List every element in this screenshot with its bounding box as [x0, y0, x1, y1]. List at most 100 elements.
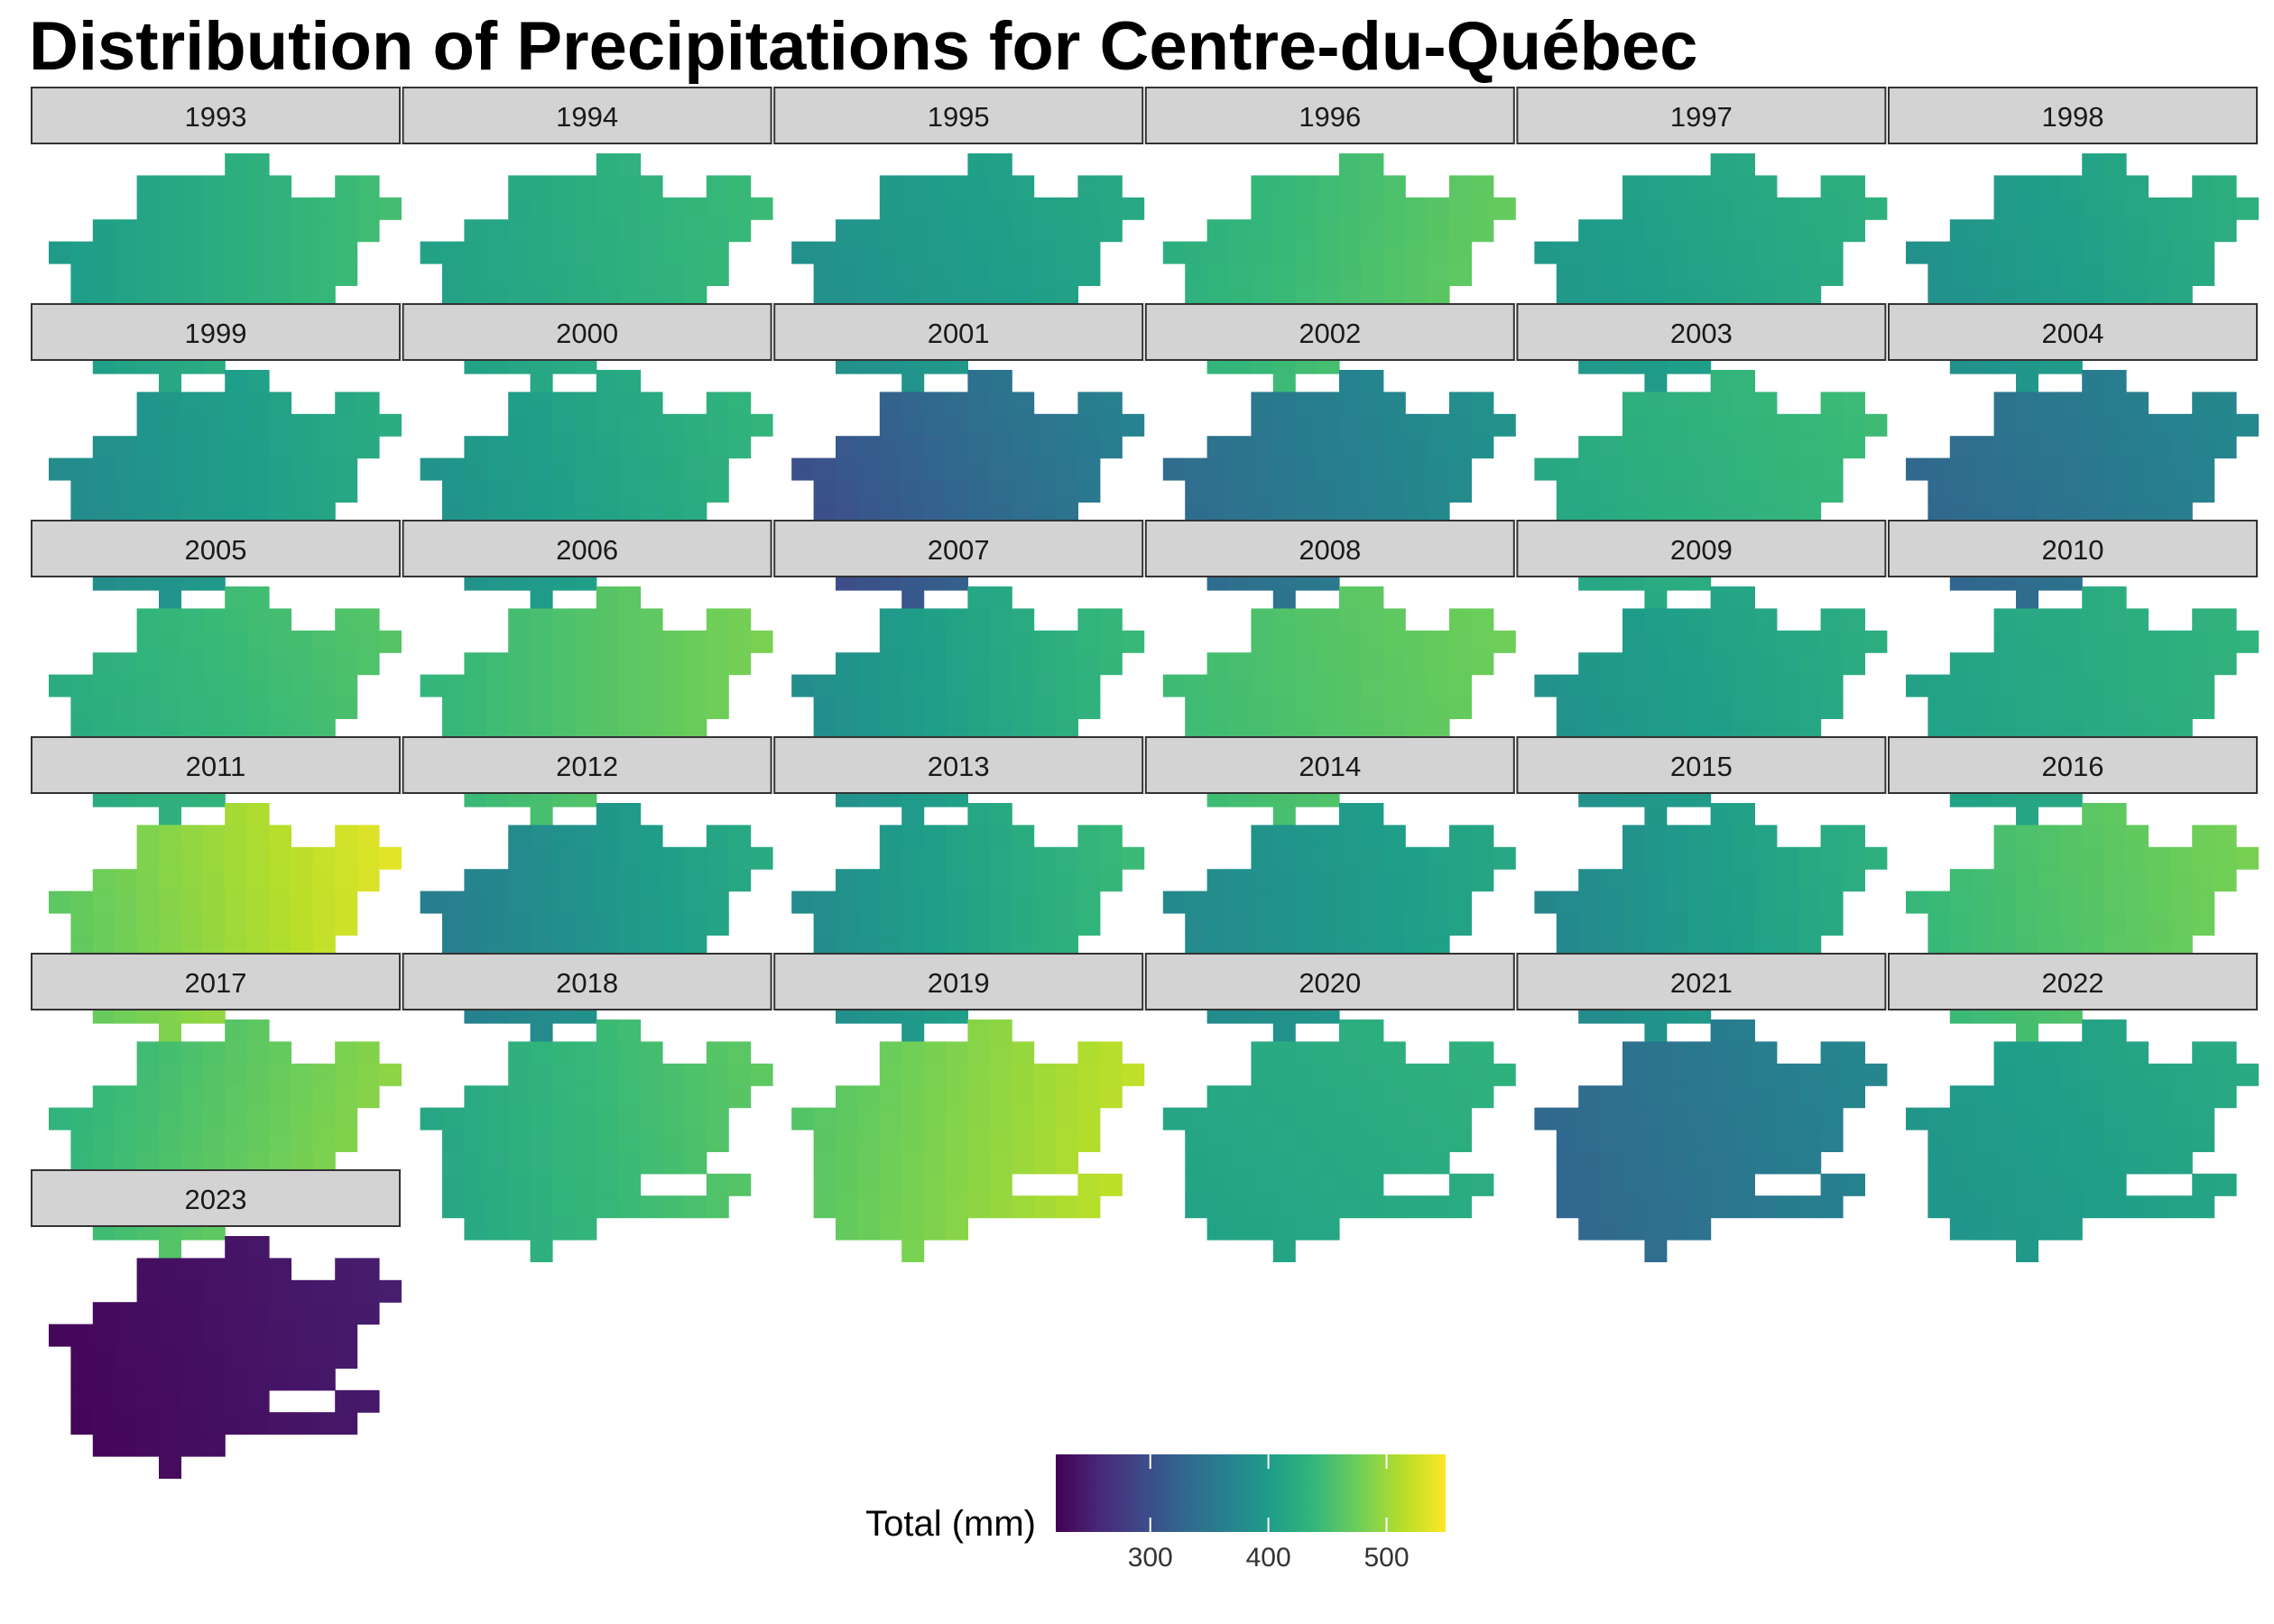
heatmap-cell [464, 652, 487, 676]
heatmap-cell [1272, 1240, 1296, 1262]
heatmap-cell [202, 1346, 226, 1369]
heatmap-cell [115, 1130, 138, 1152]
heatmap-cell [1012, 652, 1035, 676]
heatmap-cell [312, 219, 336, 243]
heatmap-cell [1295, 1195, 1318, 1219]
heatmap-cell [2148, 197, 2171, 220]
heatmap-cell [92, 1412, 116, 1435]
heatmap-cell [508, 413, 532, 437]
heatmap-cell [2126, 674, 2149, 697]
heatmap-cell [225, 1107, 248, 1130]
heatmap-cell [684, 436, 707, 459]
heatmap-cell [1405, 1107, 1428, 1130]
heatmap-cell [1056, 1151, 1078, 1175]
heatmap-cell [596, 1020, 619, 1042]
heatmap-cell [1644, 1217, 1668, 1241]
heatmap-cell [552, 1130, 575, 1152]
heatmap-cell [2126, 1063, 2149, 1086]
heatmap-cell [879, 1151, 902, 1175]
heatmap-cell [552, 1151, 575, 1175]
heatmap-cell [1622, 175, 1645, 198]
heatmap-cell [1600, 869, 1623, 892]
heatmap-cell [202, 630, 226, 653]
heatmap-cell [574, 1085, 597, 1109]
heatmap-cell [269, 846, 291, 870]
colorbar-ticks: 300 400 500 [1128, 1454, 1410, 1573]
heatmap-cell [1622, 219, 1645, 243]
heatmap-cell [1339, 197, 1362, 220]
heatmap-cell [1864, 413, 1888, 437]
heatmap-cell [180, 480, 204, 503]
heatmap-cell [1600, 1151, 1623, 1175]
heatmap-cell [2059, 825, 2083, 848]
heatmap-cell [1776, 1130, 1799, 1152]
heatmap-cell [967, 825, 991, 848]
heatmap-cell [2016, 436, 2038, 459]
heatmap-cell [857, 241, 881, 264]
heatmap-cell [356, 197, 380, 220]
heatmap-cell [202, 1258, 226, 1281]
heatmap-cell [1033, 413, 1057, 437]
heatmap-cell [136, 890, 160, 914]
heatmap-cell [728, 869, 752, 892]
facet-panel-2023: 2023 [31, 1169, 402, 1479]
heatmap-cell [202, 1107, 226, 1130]
heatmap-cell [2126, 480, 2149, 503]
heatmap-cell [1949, 457, 1973, 481]
heatmap-cell [618, 1130, 642, 1152]
heatmap-cell [92, 869, 116, 892]
heatmap-cell [1251, 241, 1274, 264]
heatmap-cell [246, 370, 270, 392]
facet-panel-1995: 1995 [773, 87, 1145, 396]
heatmap-cell [508, 869, 532, 892]
heatmap-cell [420, 890, 443, 914]
heatmap-cell [1361, 370, 1384, 392]
facet-strip [402, 520, 772, 577]
heatmap-cell [1077, 846, 1101, 870]
heatmap-cell [1272, 825, 1296, 848]
heatmap-cell [1666, 457, 1689, 481]
heatmap-cell [2038, 480, 2061, 503]
heatmap-cell [1229, 1195, 1252, 1219]
heatmap-cell [1033, 890, 1057, 914]
heatmap-cell [2126, 1195, 2149, 1219]
heatmap-cell [967, 1020, 991, 1042]
heatmap-cell [2016, 1217, 2038, 1241]
heatmap-cell [1644, 1107, 1668, 1130]
heatmap-cell [246, 197, 270, 220]
heatmap-cell [291, 890, 314, 914]
heatmap-cell [202, 697, 226, 719]
heatmap-cell [2236, 1063, 2259, 1086]
facet-strip [402, 303, 772, 361]
heatmap-cell [1927, 457, 1951, 481]
heatmap-cell [1471, 846, 1494, 870]
heatmap-cell [1056, 630, 1078, 653]
heatmap-cell [1033, 674, 1057, 697]
heatmap-cell [1754, 913, 1778, 936]
heatmap-cell [2192, 1130, 2215, 1152]
heatmap-cell [2103, 1085, 2127, 1109]
heatmap-cell [1949, 1195, 1973, 1219]
heatmap-cell [464, 1107, 487, 1130]
heatmap-cell [1122, 413, 1145, 437]
heatmap-cell [291, 846, 314, 870]
heatmap-cell [989, 1107, 1012, 1130]
heatmap-cell [1688, 869, 1712, 892]
heatmap-cell [1056, 241, 1078, 264]
heatmap-cell [1622, 413, 1645, 437]
heatmap-cell [836, 652, 858, 676]
heatmap-cell [2038, 436, 2061, 459]
heatmap-cell [159, 890, 181, 914]
heatmap-cell [1798, 913, 1822, 936]
heatmap-cell [1122, 197, 1145, 220]
heatmap-cell [596, 175, 619, 198]
heatmap-cell [1251, 697, 1274, 719]
heatmap-cell [442, 1151, 465, 1175]
heatmap-cell [180, 890, 204, 914]
heatmap-cell [2103, 1130, 2127, 1152]
heatmap-cell [1972, 1173, 1995, 1196]
heatmap-cell [312, 1324, 336, 1347]
heatmap-cell [1843, 1173, 1865, 1196]
heatmap-cell [312, 846, 336, 870]
heatmap-cell [1229, 219, 1252, 243]
